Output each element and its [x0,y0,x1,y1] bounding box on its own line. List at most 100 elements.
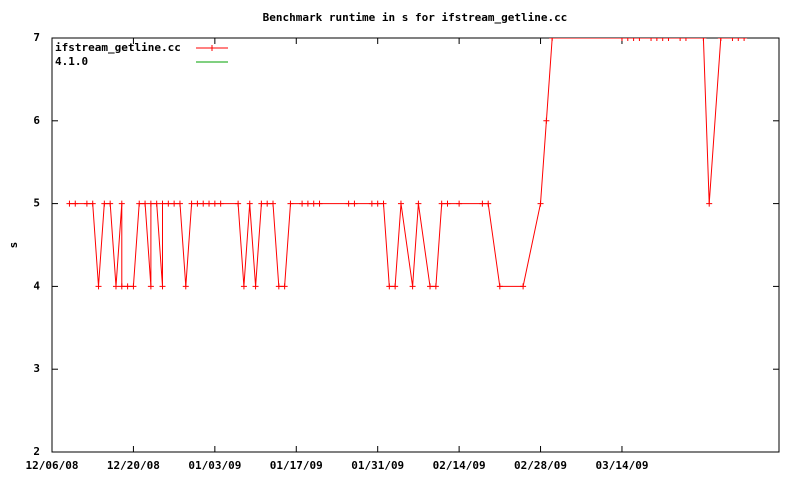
data-point [246,200,253,207]
data-point [677,38,684,41]
data-point [397,200,404,207]
data-point [118,283,125,290]
x-tick-label: 01/03/09 [188,459,241,472]
data-point [717,38,724,41]
data-point [258,200,265,207]
y-tick-label: 6 [33,114,40,127]
data-point [316,200,323,207]
data-point [549,38,556,41]
x-tick-label: 12/20/08 [107,459,160,472]
data-point [741,38,748,41]
data-point [275,283,282,290]
data-point [456,200,463,207]
data-point [147,283,154,290]
data-point [89,200,96,207]
data-point [537,200,544,207]
data-point [264,200,271,207]
legend-label: 4.1.0 [55,55,88,68]
data-point [432,283,439,290]
data-point [176,200,183,207]
data-point [735,38,742,41]
y-tick-label: 4 [33,279,40,292]
data-point [107,200,114,207]
data-point [281,283,288,290]
data-point [636,38,643,41]
x-tick-label: 01/17/09 [270,459,323,472]
data-point [624,38,631,41]
data-point [543,117,550,124]
data-point [438,200,445,207]
data-point [729,38,736,41]
data-point [659,38,666,41]
data-point [66,200,73,207]
data-point [130,283,137,290]
x-tick-label: 02/28/09 [514,459,567,472]
data-point [142,200,149,207]
data-point [444,200,451,207]
data-point [153,200,160,207]
data-point [700,38,707,41]
data-point [270,200,277,207]
data-point [345,200,352,207]
data-point [415,200,422,207]
data-point [386,283,393,290]
series-line [69,38,745,287]
data-point [95,283,102,290]
x-tick-label: 02/14/09 [433,459,486,472]
data-point [368,200,375,207]
data-point [118,200,125,207]
legend-label: ifstream_getline.cc [55,41,181,54]
data-point [618,38,625,41]
data-point [200,200,207,207]
data-point [427,283,434,290]
data-point [409,283,416,290]
data-point [392,283,399,290]
data-point [648,38,655,41]
data-point [304,200,311,207]
data-point [299,200,306,207]
data-point [287,200,294,207]
chart-title: Benchmark runtime in s for ifstream_getl… [263,11,568,24]
data-point [112,283,119,290]
x-tick-label: 03/14/09 [595,459,648,472]
data-point [496,283,503,290]
data-point [240,283,247,290]
data-point [374,200,381,207]
plot-area [66,38,748,290]
x-tick-label: 01/31/09 [351,459,404,472]
data-point [211,200,218,207]
data-point [83,200,90,207]
data-point [485,200,492,207]
y-tick-label: 7 [33,31,40,44]
data-point [136,200,143,207]
data-point [682,38,689,41]
data-point [182,283,189,290]
data-point [206,200,213,207]
data-point [159,200,166,207]
data-point [706,200,713,207]
data-point [380,200,387,207]
y-tick-label: 5 [33,197,40,210]
plot-frame [51,37,780,453]
data-point [310,200,317,207]
data-point [165,200,172,207]
legend-marker [209,45,215,51]
data-point [479,200,486,207]
y-axis-label: s [7,242,20,249]
data-point [252,283,259,290]
data-point [351,200,358,207]
data-point [630,38,637,41]
data-point [188,200,195,207]
data-point [665,38,672,41]
data-point [72,200,79,207]
data-point [124,283,131,290]
y-tick-label: 2 [33,445,40,458]
x-tick-label: 12/06/08 [26,459,79,472]
data-point [171,200,178,207]
data-point [147,200,154,207]
data-point [194,200,201,207]
data-point [159,283,166,290]
data-point [101,200,108,207]
y-tick-label: 3 [33,362,40,375]
